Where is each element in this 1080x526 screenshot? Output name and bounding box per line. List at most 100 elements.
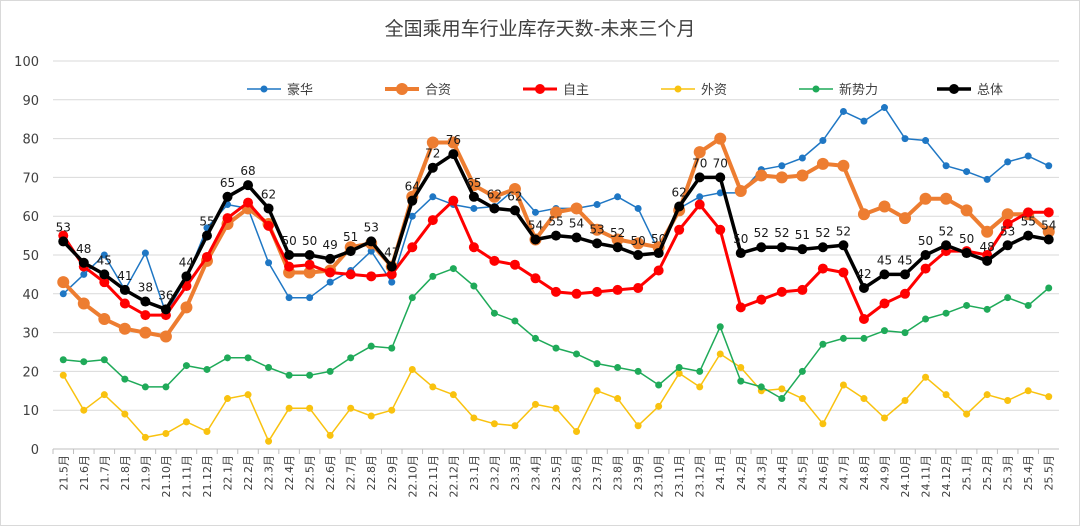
legend-swatch-marker — [260, 85, 268, 93]
data-point — [573, 428, 581, 436]
data-point — [121, 375, 129, 383]
chart-title: 全国乘用车行业库存天数-未来三个月 — [385, 18, 696, 40]
legend-label: 总体 — [977, 83, 1003, 98]
x-tick-label: 25.1月 — [961, 455, 974, 491]
data-point — [573, 350, 581, 358]
x-tick-label: 21.11月 — [180, 455, 193, 498]
data-point — [716, 323, 724, 331]
data-label: 54 — [528, 218, 543, 232]
data-point — [408, 212, 416, 220]
x-tick-label: 23.1月 — [468, 455, 481, 491]
data-label: 53 — [364, 220, 379, 234]
data-point — [118, 322, 131, 335]
data-label: 51 — [795, 228, 810, 242]
data-point — [224, 354, 232, 362]
data-point — [99, 277, 110, 288]
data-point — [139, 326, 152, 339]
data-point — [366, 271, 377, 282]
data-point — [489, 203, 500, 214]
y-tick-label: 10 — [22, 404, 39, 419]
data-point — [963, 168, 971, 176]
data-point — [901, 329, 909, 337]
legend-item: 新势力 — [799, 82, 878, 98]
x-tick-label: 24.9月 — [878, 455, 891, 491]
data-point — [141, 433, 149, 441]
data-point — [326, 431, 334, 439]
x-tick-label: 25.3月 — [1002, 455, 1015, 491]
x-tick-label: 24.11月 — [920, 455, 933, 498]
data-point — [571, 232, 582, 243]
data-point — [653, 265, 664, 276]
data-point — [1045, 284, 1053, 292]
x-tick-label: 25.4月 — [1022, 455, 1035, 491]
data-point — [922, 373, 930, 381]
legend-swatch-marker — [674, 85, 682, 93]
data-point — [388, 278, 396, 286]
data-point — [674, 224, 685, 235]
data-point — [59, 290, 67, 298]
data-point — [920, 263, 931, 274]
data-point — [593, 387, 601, 395]
x-tick-label: 24.1月 — [714, 455, 727, 491]
data-point — [901, 397, 909, 404]
data-point — [593, 201, 601, 209]
data-point — [58, 236, 69, 247]
y-tick-label: 40 — [22, 288, 39, 303]
data-point — [386, 269, 397, 280]
data-point — [222, 191, 233, 202]
data-point — [633, 282, 644, 293]
data-point — [159, 330, 172, 343]
data-point — [756, 242, 767, 253]
data-point — [735, 302, 746, 313]
data-point — [570, 202, 583, 215]
data-point — [306, 404, 314, 412]
data-point — [470, 414, 478, 422]
data-point — [675, 369, 683, 377]
data-point — [1024, 152, 1032, 160]
data-point — [1045, 162, 1053, 170]
data-label: 55 — [199, 215, 214, 229]
data-point — [839, 107, 847, 115]
data-label: 54 — [1041, 218, 1056, 232]
data-point — [1002, 240, 1013, 251]
data-label: 41 — [117, 269, 132, 283]
data-point — [141, 249, 149, 257]
y-tick-label: 90 — [22, 94, 39, 109]
data-point — [100, 251, 108, 259]
data-point — [326, 367, 334, 375]
data-point — [838, 240, 849, 251]
data-point — [901, 135, 909, 143]
x-tick-label: 22.6月 — [324, 455, 337, 491]
data-point — [284, 250, 295, 260]
data-label: 54 — [569, 217, 584, 231]
data-point — [941, 240, 952, 251]
data-point — [224, 395, 232, 403]
data-point — [982, 255, 993, 266]
data-label: 49 — [323, 238, 338, 252]
data-point — [448, 195, 459, 206]
data-label: 45 — [897, 253, 912, 267]
data-label: 65 — [466, 176, 481, 190]
data-point — [571, 288, 582, 299]
data-point — [427, 162, 438, 173]
x-tick-label: 22.4月 — [283, 455, 296, 491]
data-point — [735, 248, 746, 259]
data-point — [734, 184, 747, 197]
data-point — [386, 261, 397, 272]
data-point — [1043, 234, 1054, 245]
data-label: 50 — [302, 234, 317, 248]
data-point — [408, 365, 416, 373]
data-point — [817, 263, 828, 274]
legend-label: 新势力 — [839, 82, 878, 98]
data-point — [285, 371, 293, 379]
data-point — [325, 253, 336, 264]
x-tick-label: 22.7月 — [345, 455, 358, 491]
data-point — [737, 364, 745, 372]
data-point — [1004, 397, 1012, 404]
data-label: 52 — [610, 226, 625, 240]
data-point — [837, 159, 850, 172]
y-tick-label: 60 — [22, 210, 39, 225]
legend-item: 豪华 — [247, 82, 313, 98]
data-point — [1045, 393, 1053, 401]
